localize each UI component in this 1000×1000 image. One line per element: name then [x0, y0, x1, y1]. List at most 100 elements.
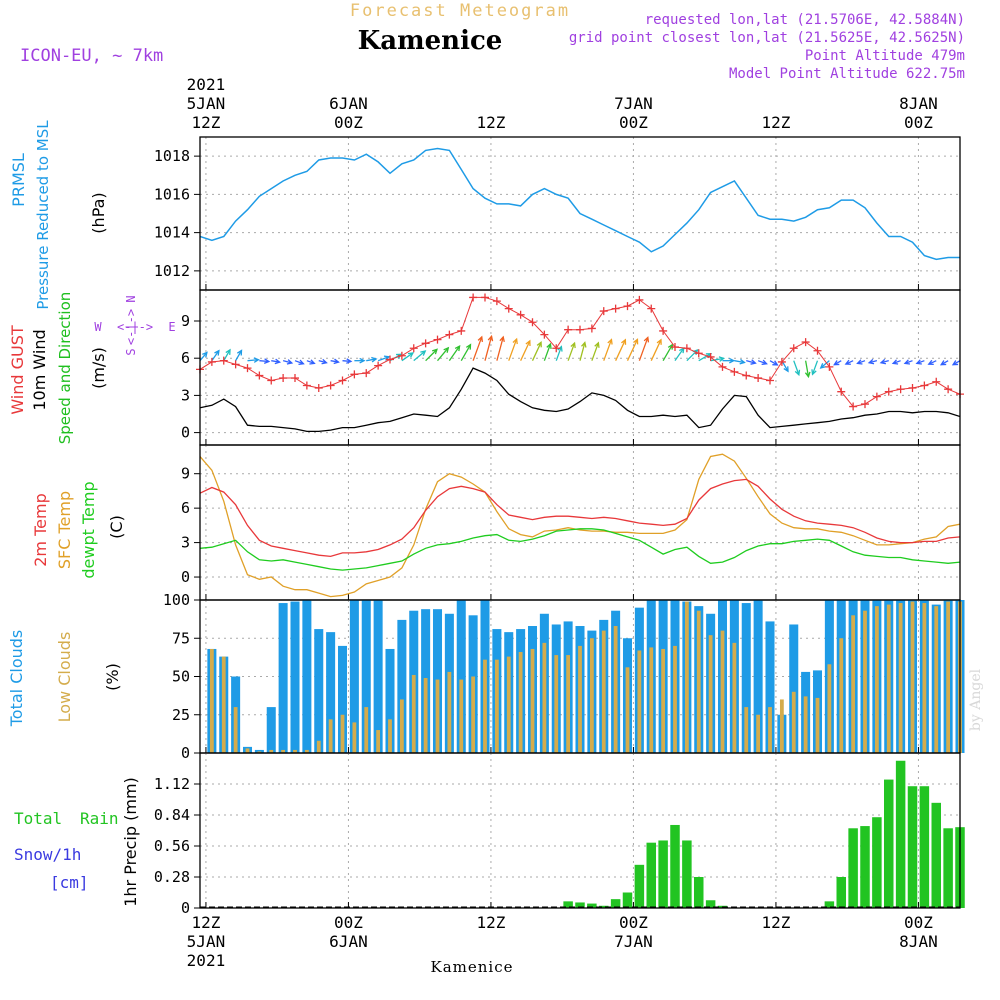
wind-arrow-head	[879, 358, 887, 365]
top-time-label: 00Z	[334, 113, 363, 132]
wind-arrow-head	[359, 357, 366, 364]
low-cloud-bar	[221, 656, 226, 753]
wind-direction-arrow	[603, 339, 613, 361]
wind-direction-arrow	[211, 350, 220, 362]
wind-arrow-head	[643, 336, 650, 343]
gust-marker	[671, 343, 679, 352]
wind-arrow-head	[298, 359, 305, 366]
wind-direction-arrow	[401, 352, 414, 362]
gust-marker	[445, 330, 454, 339]
wind-arrow-head	[772, 360, 779, 366]
rain-bar	[919, 786, 930, 908]
panel-wind: 0 3 6 9	[181, 289, 964, 446]
low-cloud-bar	[946, 601, 951, 753]
wind-arrow-head	[546, 342, 552, 350]
low-cloud-bar	[684, 601, 689, 753]
gust-marker	[623, 302, 632, 311]
wind-direction-arrow	[377, 356, 390, 362]
total-cloud-bar	[326, 632, 336, 753]
gust-marker	[421, 339, 430, 348]
wind-arrow-head	[253, 357, 260, 363]
wind-arrow-head	[783, 366, 789, 373]
gust-marker	[861, 400, 869, 409]
total-cloud-bar	[266, 707, 276, 753]
super-title: Forecast Meteogram	[350, 1, 570, 21]
pressure-label-prmsl: PRMSL	[9, 153, 28, 207]
rain-bar	[705, 900, 716, 908]
low-cloud-bar	[364, 707, 369, 753]
low-cloud-bar	[388, 719, 392, 753]
total-cloud-bar	[456, 600, 466, 753]
y-tick-label: 1018	[154, 147, 190, 165]
low-cloud-bar	[922, 603, 927, 753]
low-cloud-bar	[815, 697, 820, 753]
wind-arrow-head	[804, 371, 811, 379]
wind-arrow-head	[214, 349, 220, 356]
low-cloud-bar	[233, 707, 238, 753]
rain-bar	[658, 840, 668, 908]
wind-direction-arrow	[757, 360, 767, 365]
low-cloud-bar	[720, 630, 725, 753]
top-time-label: 5JAN	[187, 94, 226, 113]
wind-arrow-head	[761, 359, 768, 366]
y-tick-label: 100	[163, 591, 190, 609]
gust-marker	[932, 377, 941, 386]
wind-direction-arrow	[811, 360, 819, 375]
rain-bar	[884, 779, 894, 908]
low-cloud-bar	[768, 707, 772, 753]
gust-marker	[659, 326, 668, 335]
total-cloud-bar	[337, 645, 348, 753]
gust-marker	[789, 344, 798, 353]
wind-arrow-head	[512, 337, 518, 345]
gust-marker	[884, 387, 893, 396]
gust-marker	[849, 402, 858, 411]
rain-bar	[860, 826, 870, 908]
low-cloud-bar	[910, 601, 915, 753]
gust-marker	[267, 376, 276, 385]
top-time-label: 00Z	[904, 113, 933, 132]
location-title: Kamenice	[358, 26, 503, 56]
low-cloud-bar	[209, 648, 214, 753]
total-cloud-bar	[765, 621, 775, 753]
gust-marker	[599, 307, 608, 316]
y-tick-label: 1016	[154, 185, 190, 203]
wind-direction-arrow	[496, 336, 504, 361]
pressure-line	[200, 147, 960, 261]
gust-marker	[314, 383, 323, 392]
precip-axis-label: 1hr Precip (mm)	[121, 777, 140, 907]
wind-arrow-head	[594, 341, 600, 348]
rain-bar	[610, 899, 621, 908]
wind-direction-arrow	[615, 339, 626, 361]
wind-direction-arrow	[413, 350, 426, 362]
total-cloud-bar	[373, 600, 383, 753]
grid-point-coords: grid point closest lon,lat (21.5625E, 42…	[569, 30, 965, 46]
wind-arrow-head	[477, 335, 484, 342]
rain-bar	[575, 902, 585, 908]
gust-marker	[801, 338, 810, 347]
model-label: ICON-EU, ~ 7km	[20, 46, 163, 66]
compass-n: N	[124, 295, 138, 302]
gust-marker	[872, 392, 881, 401]
wind-arrow-head	[286, 359, 294, 365]
gust-marker	[694, 349, 703, 358]
gust-line	[200, 296, 960, 408]
wind-arrow-head	[371, 356, 378, 363]
wind-arrow-head	[633, 338, 639, 345]
wind-direction-arrow	[543, 343, 552, 361]
wind-arrow-head	[420, 350, 427, 356]
wind-arrow-head	[811, 369, 817, 376]
low-cloud-bar	[744, 707, 749, 753]
wind-arrow-head	[465, 343, 472, 350]
footer-location: Kamenice	[431, 958, 514, 976]
wind-direction-arrow	[698, 353, 712, 362]
low-cloud-bar	[839, 638, 844, 753]
wind-direction-arrow	[484, 336, 493, 361]
temp-2m-label: 2m Temp	[31, 493, 50, 567]
wind-arrow-head	[856, 359, 863, 365]
wind-arrow-head	[309, 359, 316, 365]
wind-direction-arrow	[626, 339, 639, 361]
bottom-time-label: 00Z	[904, 913, 933, 932]
rain-bar	[907, 786, 918, 908]
temp-dewpt-label: dewpt Temp	[79, 481, 98, 578]
low-cloud-bar	[886, 604, 891, 753]
